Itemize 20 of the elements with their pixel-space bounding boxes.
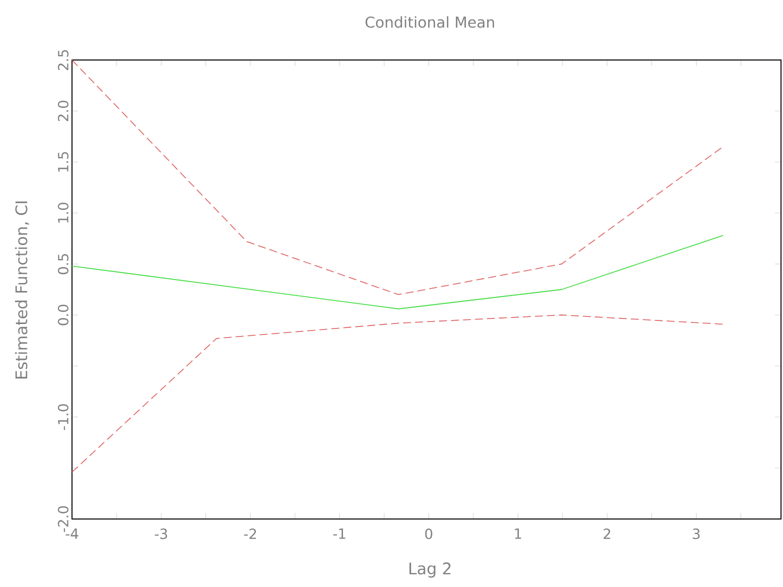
x-tick-label: -3 [154, 528, 168, 540]
y-tick-label: 1.5 [58, 152, 68, 172]
y-tick-label: 2.5 [58, 50, 68, 70]
x-tick-label: 0 [425, 528, 432, 540]
x-axis-title: Lag 2 [410, 562, 450, 578]
y-tick-label: 0.5 [58, 254, 68, 274]
y-tick-label: 0.0 [58, 304, 68, 326]
x-tick-label: 1 [515, 528, 522, 539]
x-tick-label: -2 [244, 528, 256, 539]
line-series [72, 314, 724, 473]
x-tick-label: 2 [604, 528, 610, 539]
chart-title: Conditional Mean [366, 16, 494, 28]
x-tick-label: 3 [692, 528, 700, 540]
line-series [72, 60, 724, 296]
y-tick-label: -1.0 [58, 404, 68, 430]
y-tick-label: 1.0 [58, 202, 68, 223]
y-axis-title: Estimated Function, CI [15, 202, 30, 378]
line-series [72, 234, 724, 310]
y-tick-label: 2.0 [58, 100, 68, 122]
x-tick-label: -1 [333, 528, 346, 539]
